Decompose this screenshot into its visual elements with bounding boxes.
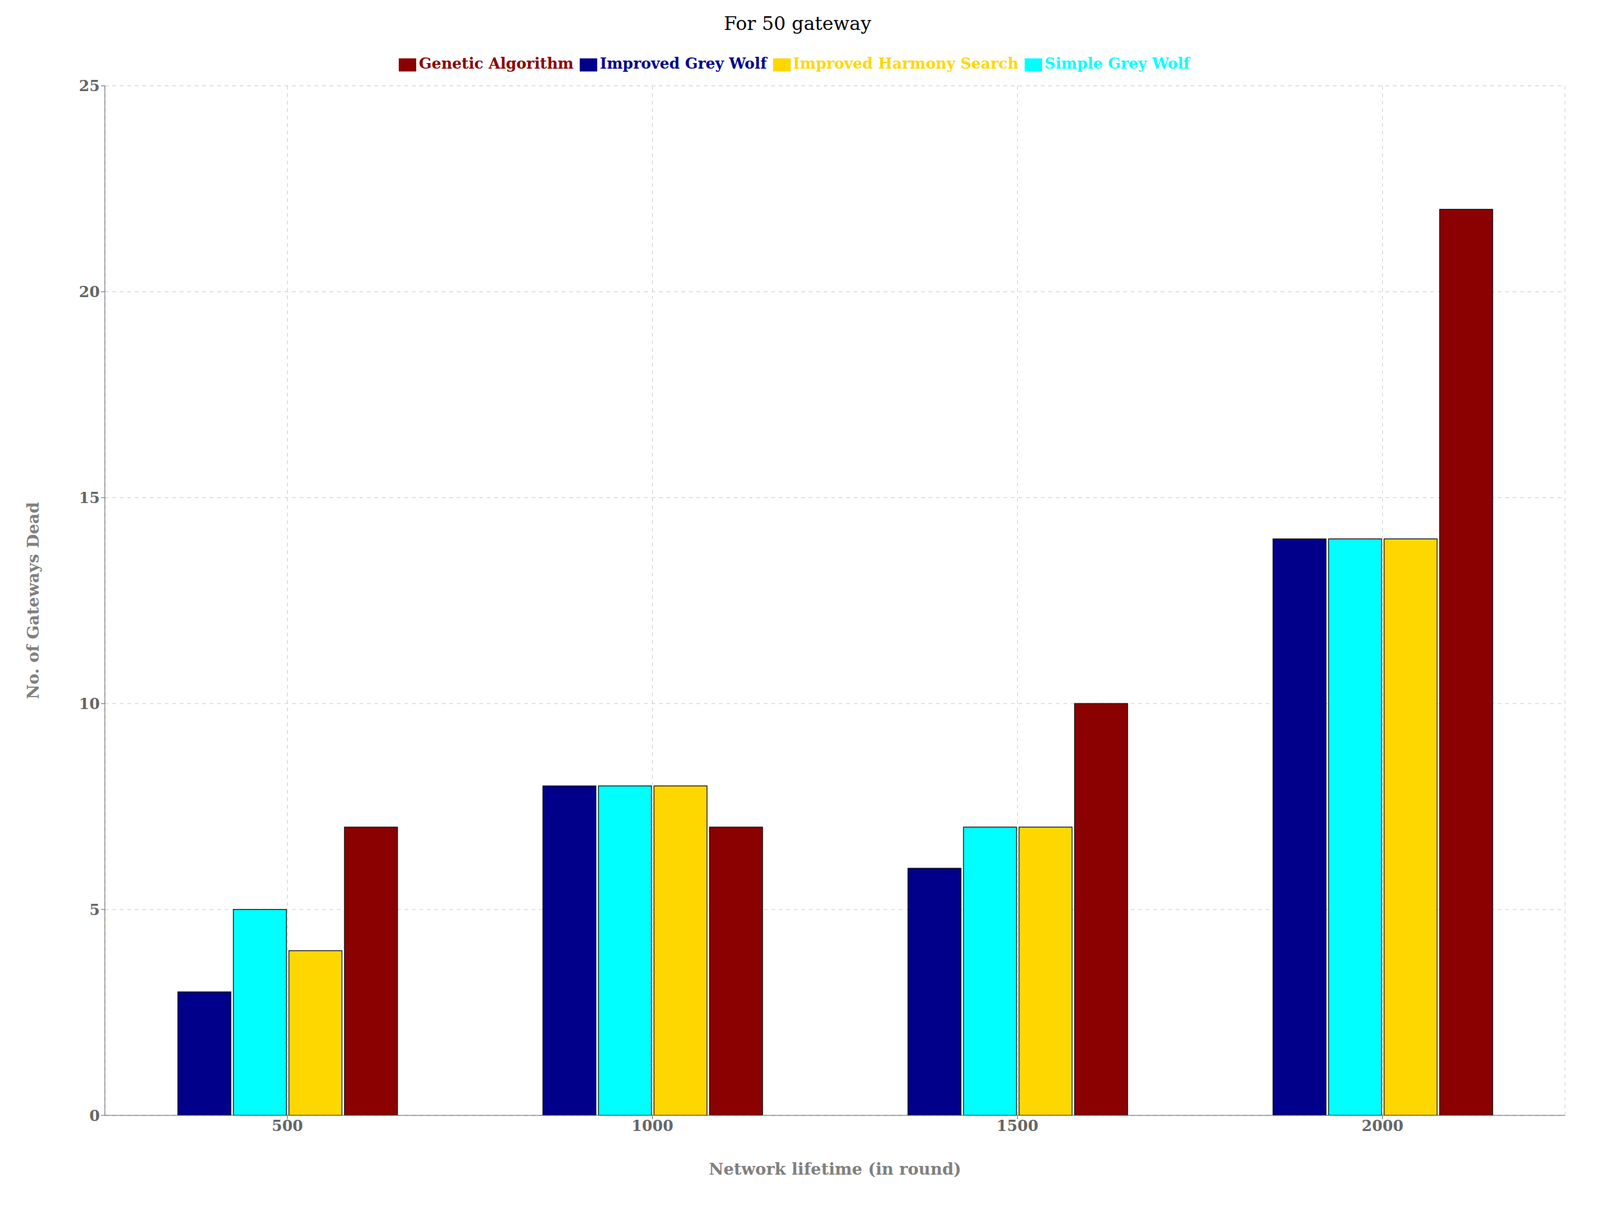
svg-text:10: 10 [79,694,100,713]
svg-text:1000: 1000 [631,1116,674,1135]
html-text:Improved Grey Wolf: Improved Grey Wolf [599,54,767,73]
svg-text:No. of Gateways Dead: No. of Gateways Dead [23,501,43,699]
svg-text:500: 500 [271,1116,303,1135]
svg-text:Network lifetime (in round): Network lifetime (in round) [708,1159,962,1179]
svg-text:2000: 2000 [1361,1116,1404,1135]
html-text:Simple Grey Wolf: Simple Grey Wolf [1044,54,1190,73]
svg-text:5: 5 [89,900,100,919]
svg-text:15: 15 [79,488,100,507]
svg-text:1500: 1500 [996,1116,1039,1135]
svg-text:0: 0 [89,1106,100,1125]
html-text:Genetic Algorithm: Genetic Algorithm [418,54,574,73]
html-text:For 50 gateway: For 50 gateway [723,12,872,35]
svg-text:25: 25 [79,76,100,95]
svg-text:20: 20 [79,282,100,301]
html-text:Improved Harmony Search: Improved Harmony Search [793,54,1019,73]
